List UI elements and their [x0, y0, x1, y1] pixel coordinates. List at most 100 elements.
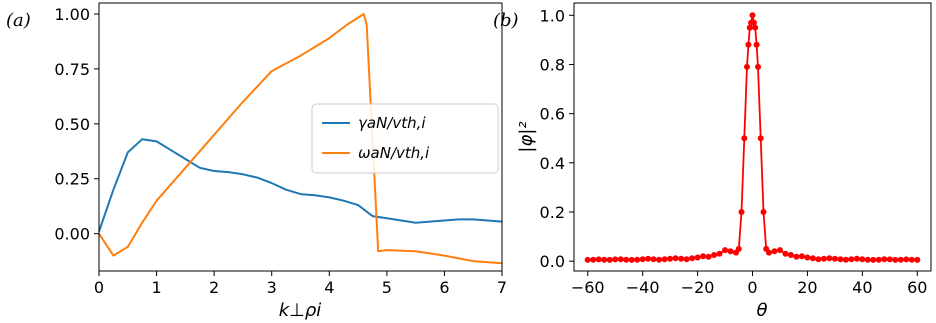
data-point [831, 255, 838, 262]
x-tick-label: 20 [797, 278, 817, 297]
data-point [875, 256, 882, 263]
data-point [601, 256, 608, 263]
data-point [678, 255, 685, 262]
data-point [744, 63, 750, 70]
x-tick-label: 40 [852, 278, 872, 297]
data-point [711, 252, 718, 258]
y-tick-label: 1.0 [540, 6, 565, 25]
panel-a-legend: γaN/vth,i ωaN/vth,i [311, 103, 499, 174]
data-point [623, 256, 630, 263]
data-point [826, 255, 833, 262]
data-point [741, 135, 748, 142]
data-point [705, 253, 712, 260]
data-point [639, 256, 646, 263]
data-point [694, 254, 701, 261]
data-point [755, 63, 761, 70]
legend-label-omega: ωaN/vth,i [358, 144, 430, 162]
x-tick-label: −20 [681, 278, 715, 297]
data-point [650, 256, 657, 263]
data-point [853, 255, 860, 262]
data-point [722, 247, 728, 254]
x-tick-label: −40 [626, 278, 660, 297]
series-line-0-0 [98, 138, 503, 232]
x-tick-label: 60 [907, 278, 927, 297]
panel-a-label: (a) [6, 10, 31, 31]
x-tick-label: 1 [151, 278, 161, 297]
data-point [757, 135, 764, 142]
data-point [815, 256, 822, 263]
data-point [842, 256, 849, 263]
data-point [595, 256, 602, 263]
data-point [667, 255, 674, 262]
data-point [892, 256, 899, 263]
data-point [914, 256, 921, 263]
data-point [746, 24, 753, 31]
data-point [908, 256, 915, 263]
y-tick-label: 0.6 [540, 105, 565, 124]
data-point [787, 252, 794, 258]
data-point [793, 253, 800, 260]
data-point [716, 250, 723, 257]
panel-a: (a) 0 1 2 3 4 5 6 7 0.00 0.25 0.50 0.75 1.00 γaN/vth… [6, 2, 507, 321]
data-point [881, 256, 888, 263]
data-point [798, 253, 805, 260]
data-point [738, 209, 745, 215]
y-tick-label: 0.0 [540, 252, 565, 271]
data-point [661, 256, 668, 263]
data-point [750, 19, 757, 26]
x-tick-label: 3 [267, 278, 277, 297]
data-point [897, 256, 904, 263]
y-tick-label: 0.00 [54, 225, 90, 244]
data-point [735, 245, 742, 252]
data-point [753, 41, 760, 48]
legend-label-gamma: γaN/vth,i [358, 114, 426, 132]
data-point [886, 256, 893, 263]
x-tick-label: 0 [747, 278, 757, 297]
x-tick-label: 4 [324, 278, 334, 297]
y-tick-label: 1.00 [54, 5, 90, 24]
data-point [645, 255, 652, 262]
data-point [864, 256, 871, 263]
data-point [656, 256, 663, 263]
panel-a-ticks: 0 1 2 3 4 5 6 7 0.00 0.25 0.50 0.75 1.00 [54, 5, 507, 297]
data-point [752, 24, 759, 31]
data-point [628, 256, 635, 263]
data-point [766, 249, 772, 256]
data-point [848, 256, 855, 263]
data-point [672, 255, 679, 262]
y-tick-label: 0.8 [540, 55, 565, 74]
data-point [820, 255, 827, 262]
data-point [777, 247, 783, 254]
data-point [859, 256, 866, 263]
y-tick-label: 0.75 [54, 60, 90, 79]
data-point [700, 253, 707, 260]
data-point [804, 254, 811, 261]
data-point [590, 256, 597, 263]
data-point [745, 41, 752, 48]
panel-b-label: (b) [493, 10, 519, 31]
data-point [584, 256, 591, 263]
x-tick-label: 0 [94, 278, 104, 297]
data-point [771, 248, 778, 255]
panel-b-ylabel: |φ|² [516, 121, 537, 152]
panel-b-xlabel: θ [756, 300, 767, 321]
x-tick-label: 5 [382, 278, 392, 297]
data-point [612, 256, 619, 263]
data-point [809, 255, 816, 262]
x-tick-label: 2 [209, 278, 219, 297]
data-point [837, 256, 844, 263]
data-point [634, 256, 641, 263]
y-tick-label: 0.4 [540, 154, 565, 173]
data-point [727, 248, 734, 255]
data-point [903, 256, 910, 263]
y-tick-label: 0.25 [54, 170, 90, 189]
x-tick-label: −60 [571, 278, 605, 297]
panel-a-lines [98, 13, 503, 265]
data-point [760, 209, 767, 215]
panel-b-ticks: −60 −40 −20 0 20 40 60 0.0 0.2 0.4 0.6 0.8 1.0 [540, 6, 928, 297]
x-tick-label: 6 [439, 278, 449, 297]
data-point [683, 256, 690, 263]
data-point [606, 256, 613, 263]
panel-b-frame [573, 2, 932, 272]
panel-a-xlabel: k⊥ρi [279, 300, 322, 321]
